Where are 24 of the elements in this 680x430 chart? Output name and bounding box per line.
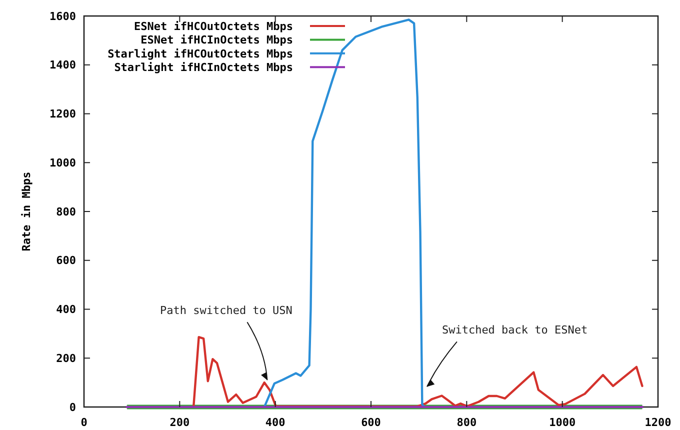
y-tick-label: 600 — [56, 254, 76, 268]
x-tick-label: 400 — [265, 416, 286, 429]
y-tick-label: 1000 — [50, 156, 76, 170]
line-series — [192, 336, 644, 408]
y-tick-label: 0 — [69, 400, 76, 414]
x-tick-label: 1000 — [549, 416, 576, 429]
y-tick-label: 1600 — [50, 10, 76, 23]
legend-label: Starlight ifHCInOctets Mbps — [114, 60, 293, 74]
annotation: Path switched to USN — [160, 304, 292, 318]
x-tick-label: 1200 — [644, 416, 672, 429]
y-tick-label: 200 — [56, 352, 76, 365]
y-tick-label: 800 — [56, 205, 76, 218]
legend-label: ESNet ifHCOutOctets Mbps — [134, 20, 293, 33]
x-tick-label: 800 — [456, 416, 477, 429]
y-axis-title: Rate in Mbps — [20, 172, 33, 252]
legend-label: ESNet ifHCInOctets Mbps — [140, 34, 293, 47]
legend-label: Starlight ifHCOutOctets Mbps — [108, 47, 293, 60]
y-tick-label: 400 — [56, 303, 76, 316]
x-tick-label: 200 — [170, 416, 190, 429]
x-tick-label: 600 — [361, 416, 381, 429]
y-tick-label: 1200 — [50, 108, 76, 121]
x-tick-label: 0 — [80, 416, 88, 429]
y-tick-label: 1400 — [50, 58, 76, 72]
annotation: Switched back to ESNet — [442, 324, 588, 337]
